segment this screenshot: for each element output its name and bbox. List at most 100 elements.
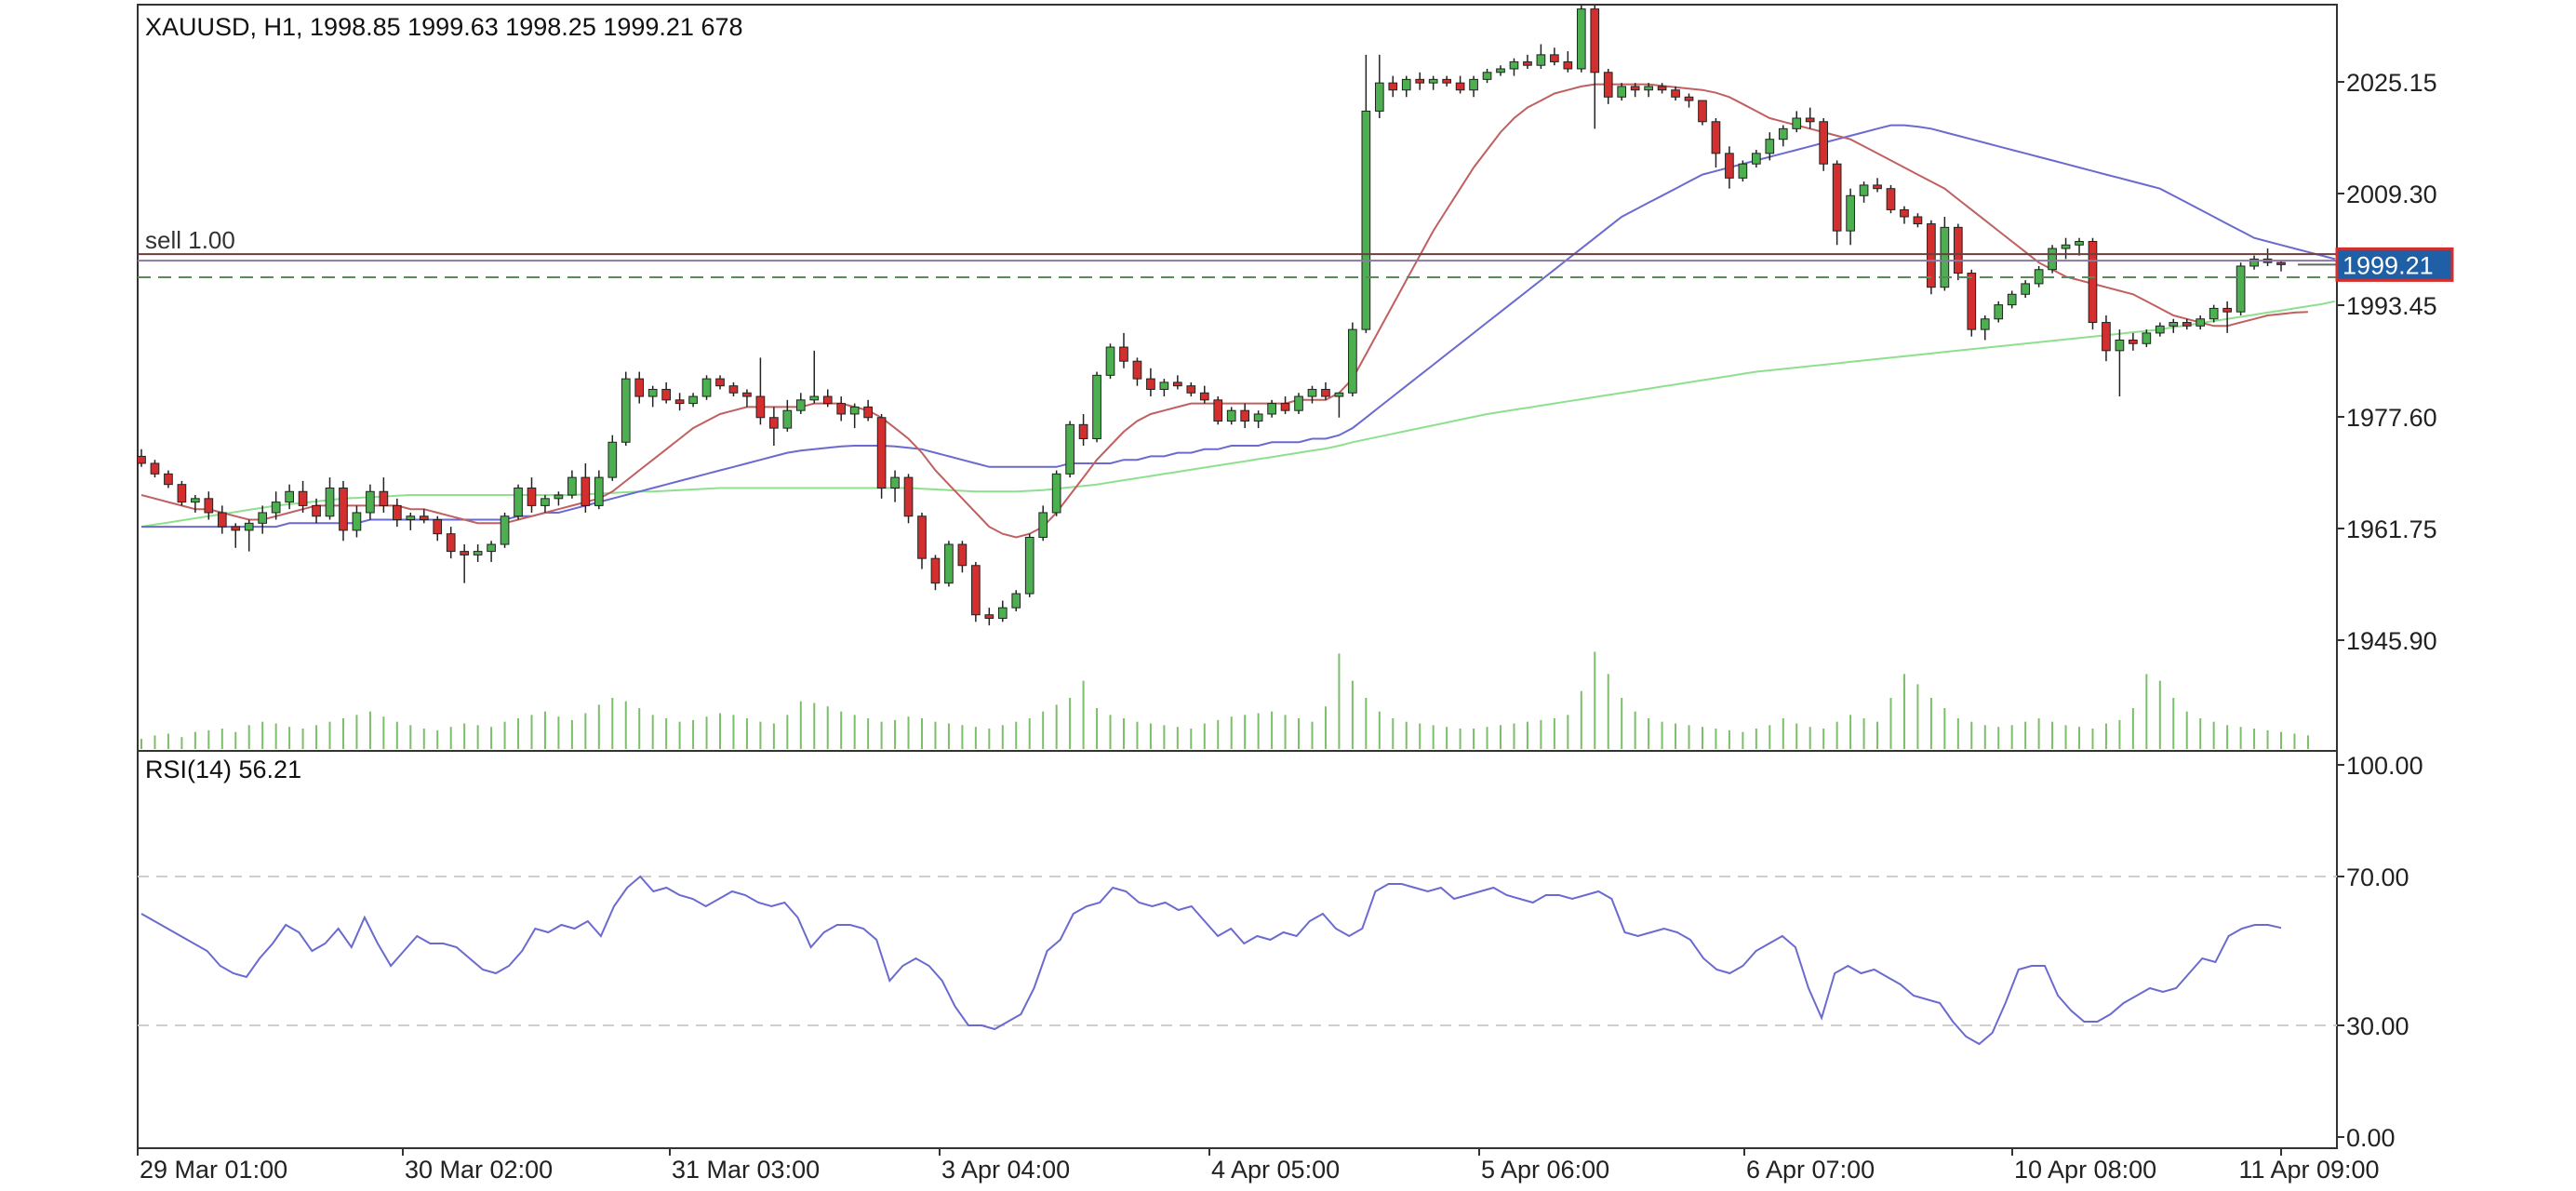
candle[interactable] (325, 477, 335, 520)
candle[interactable] (1630, 83, 1640, 98)
candle[interactable] (1361, 54, 1371, 333)
candles[interactable] (137, 5, 2286, 626)
candle[interactable] (1523, 54, 1532, 69)
candle[interactable] (1253, 410, 1263, 429)
candle[interactable] (1590, 5, 1600, 129)
candle[interactable] (1738, 160, 1748, 182)
candle[interactable] (2222, 301, 2232, 333)
candle[interactable] (1024, 533, 1034, 597)
candle[interactable] (1550, 47, 1559, 66)
candle[interactable] (217, 505, 227, 534)
candle[interactable] (352, 505, 362, 538)
candle[interactable] (1146, 368, 1155, 397)
candle[interactable] (2102, 314, 2111, 362)
candle[interactable] (930, 555, 941, 591)
candle[interactable] (1953, 223, 1963, 281)
candle[interactable] (1119, 332, 1128, 368)
candle[interactable] (1240, 403, 1250, 429)
candle[interactable] (2276, 260, 2286, 272)
candle[interactable] (244, 519, 254, 552)
candle[interactable] (312, 498, 321, 524)
candle[interactable] (1711, 117, 1721, 167)
candle[interactable] (1011, 590, 1021, 611)
price-pane[interactable]: XAUUSD, H1, 1998.85 1999.63 1998.25 1999… (137, 4, 2454, 752)
candle[interactable] (2196, 314, 2206, 330)
candle[interactable] (2061, 237, 2071, 260)
candle[interactable] (742, 389, 752, 408)
candle[interactable] (1428, 75, 1438, 90)
candle[interactable] (527, 477, 537, 513)
candle[interactable] (2088, 237, 2098, 330)
candle[interactable] (2115, 329, 2125, 397)
candle[interactable] (2021, 280, 2030, 299)
candle[interactable] (1832, 160, 1842, 246)
candle[interactable] (541, 495, 550, 513)
candle[interactable] (231, 523, 241, 548)
candle[interactable] (2007, 290, 2017, 309)
candle[interactable] (258, 505, 268, 534)
candle[interactable] (2249, 255, 2259, 270)
candle[interactable] (1172, 375, 1182, 390)
candle[interactable] (688, 393, 698, 408)
candle[interactable] (822, 389, 833, 408)
candle[interactable] (903, 474, 914, 524)
candle[interactable] (1819, 117, 1829, 171)
candle[interactable] (177, 480, 187, 506)
candle[interactable] (137, 448, 146, 467)
candle[interactable] (1092, 371, 1101, 443)
candle[interactable] (782, 399, 793, 432)
candle[interactable] (1644, 83, 1653, 98)
candle[interactable] (594, 470, 604, 510)
candle[interactable] (1576, 5, 1586, 73)
candle[interactable] (2142, 329, 2152, 348)
candle[interactable] (433, 515, 443, 542)
candle[interactable] (876, 413, 887, 499)
candle[interactable] (1199, 385, 1209, 404)
candle[interactable] (1671, 86, 1680, 101)
candle[interactable] (1725, 146, 1734, 189)
candle[interactable] (795, 393, 806, 414)
candle[interactable] (1846, 188, 1855, 246)
candle[interactable] (1415, 72, 1425, 90)
candle[interactable] (473, 544, 483, 562)
candle[interactable] (1603, 68, 1613, 104)
candle[interactable] (863, 399, 873, 422)
candle[interactable] (647, 385, 658, 408)
candle[interactable] (944, 541, 954, 587)
candle[interactable] (1509, 58, 1519, 76)
candle[interactable] (1900, 206, 1909, 224)
candle[interactable] (1348, 322, 1357, 397)
candle[interactable] (1388, 75, 1398, 98)
candle[interactable] (1967, 269, 1977, 337)
candle[interactable] (1805, 107, 1815, 129)
candle[interactable] (1401, 75, 1411, 98)
candle[interactable] (1913, 213, 1923, 228)
candle[interactable] (634, 371, 645, 404)
candle[interactable] (1994, 301, 2004, 323)
candle[interactable] (1980, 314, 1990, 341)
candle[interactable] (554, 491, 564, 506)
candle[interactable] (1469, 75, 1478, 98)
candle[interactable] (755, 357, 766, 425)
candle[interactable] (1927, 220, 1936, 295)
candle[interactable] (1482, 68, 1492, 84)
candle[interactable] (1051, 470, 1061, 516)
candle[interactable] (1132, 357, 1142, 386)
candle[interactable] (2236, 262, 2246, 315)
candle[interactable] (419, 509, 429, 524)
candle[interactable] (2209, 304, 2219, 323)
candle[interactable] (984, 608, 994, 626)
candle[interactable] (1657, 83, 1667, 94)
candle[interactable] (1038, 505, 1048, 542)
candle[interactable] (1226, 407, 1236, 425)
candle[interactable] (2169, 318, 2179, 333)
candle[interactable] (728, 381, 739, 397)
candle[interactable] (1455, 75, 1465, 94)
candle[interactable] (191, 495, 200, 513)
candle[interactable] (164, 470, 173, 488)
candle[interactable] (1496, 65, 1505, 76)
candle[interactable] (1321, 381, 1330, 400)
candle[interactable] (1873, 178, 1882, 193)
candle[interactable] (366, 484, 375, 520)
